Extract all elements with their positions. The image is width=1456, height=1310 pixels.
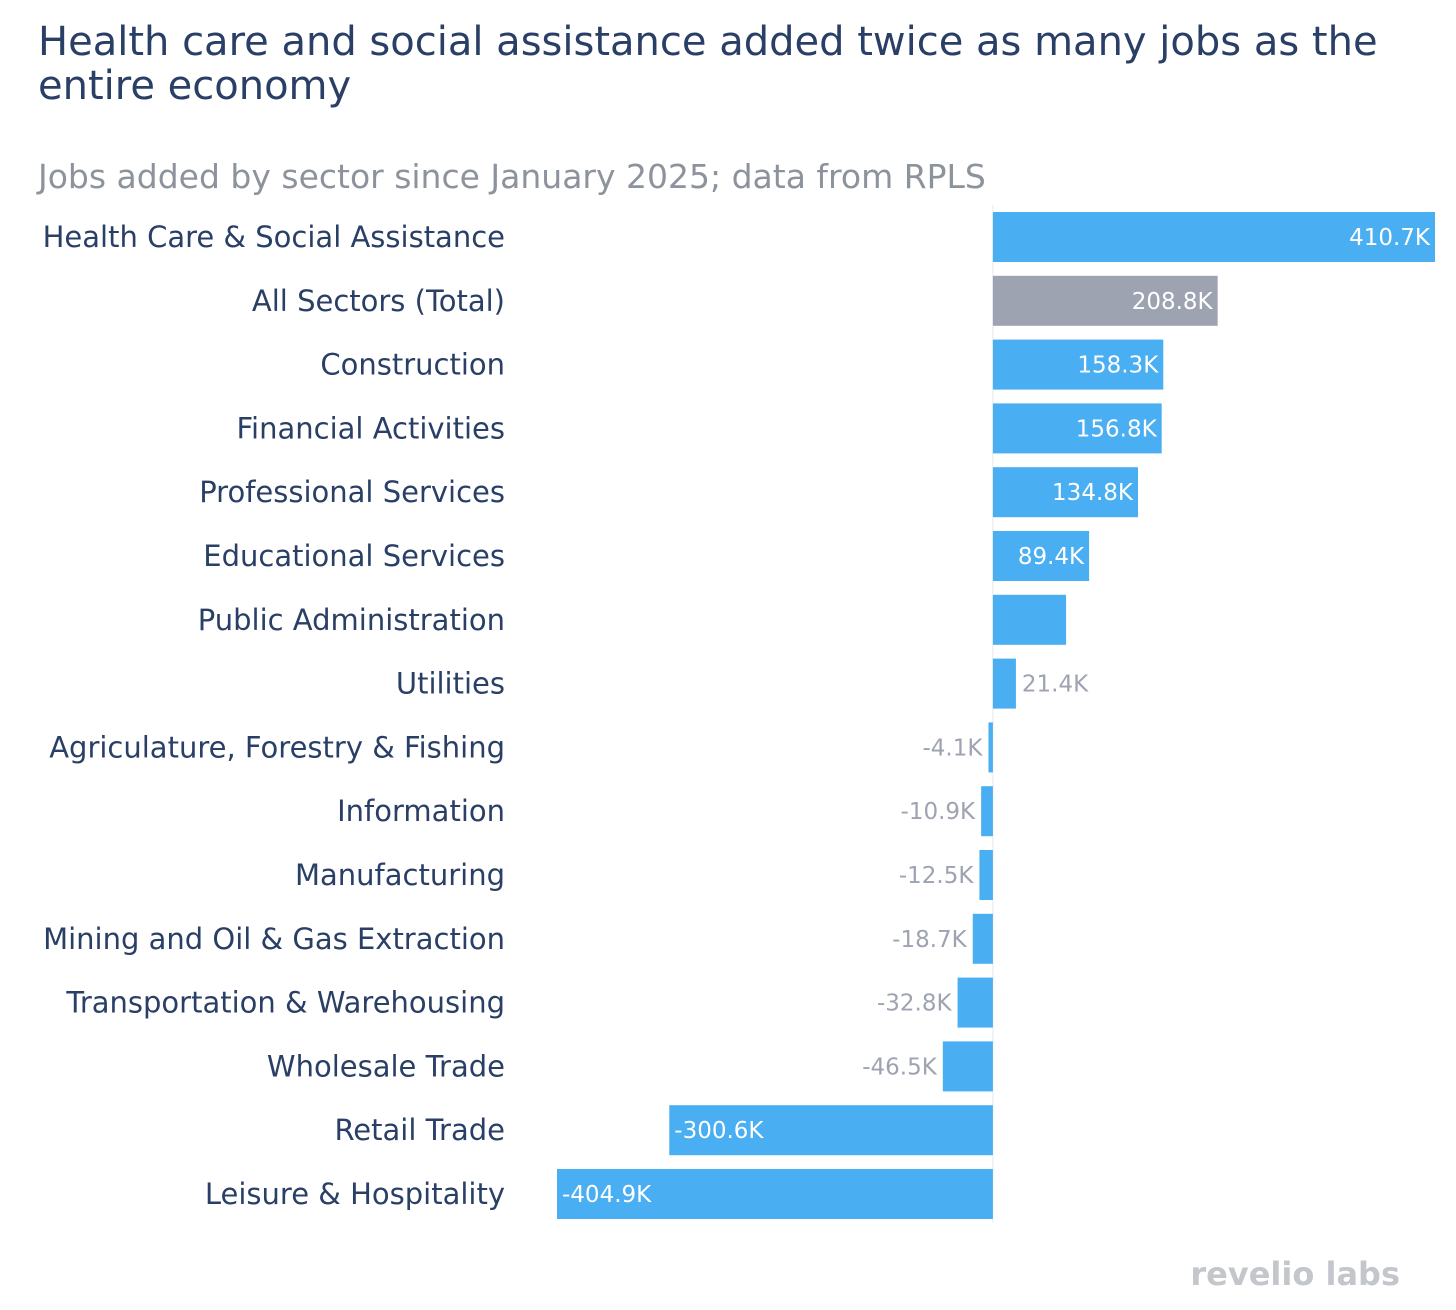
- bar: [992, 403, 1162, 454]
- category-label: Health Care & Social Assistance: [43, 220, 505, 254]
- value-label: -12.5K: [899, 863, 975, 889]
- bar: [981, 786, 993, 837]
- value-label: 410.7K: [1349, 225, 1431, 251]
- bar: [988, 722, 993, 773]
- category-label: Manufacturing: [295, 858, 505, 892]
- value-label: -18.7K: [892, 927, 968, 953]
- bar-chart: Health Care & Social Assistance 410.7K All…: [43, 205, 1435, 1222]
- bar: [992, 339, 1164, 390]
- value-label: 134.8K: [1052, 480, 1134, 506]
- value-label: 208.8K: [1132, 289, 1214, 315]
- category-label: Information: [337, 794, 505, 828]
- chart-title: Health care and social assistance added …: [38, 19, 1378, 109]
- value-label: -4.1K: [922, 735, 983, 761]
- category-label: Retail Trade: [334, 1113, 505, 1147]
- category-label: Financial Activities: [236, 411, 505, 445]
- bar: [942, 1041, 993, 1092]
- value-label: 21.4K: [1022, 672, 1089, 698]
- category-label: Mining and Oil & Gas Extraction: [43, 922, 505, 956]
- bar: [992, 467, 1138, 518]
- value-label: -32.8K: [877, 991, 953, 1017]
- value-label: -46.5K: [862, 1054, 938, 1080]
- value-label: -10.9K: [901, 799, 977, 825]
- bar: [979, 850, 993, 900]
- bar: [669, 1105, 993, 1156]
- category-label: Public Administration: [198, 603, 505, 637]
- category-label: Wholesale Trade: [267, 1049, 505, 1083]
- value-label: -300.6K: [674, 1118, 764, 1144]
- bar: [557, 1169, 993, 1219]
- value-label: 89.4K: [1018, 544, 1085, 570]
- category-label: Educational Services: [203, 539, 505, 573]
- bar: [957, 977, 993, 1028]
- chart-subtitle: Jobs added by sector since January 2025;…: [38, 157, 986, 196]
- category-label: Agriculature, Forestry & Fishing: [49, 730, 505, 764]
- bar: [992, 212, 1435, 262]
- category-label: Utilities: [396, 667, 505, 701]
- value-label: -404.9K: [562, 1182, 652, 1208]
- value-label: 158.3K: [1077, 353, 1159, 379]
- bar: [992, 531, 1090, 581]
- bar: [972, 913, 993, 964]
- category-label: Professional Services: [199, 475, 505, 509]
- category-label: All Sectors (Total): [252, 284, 505, 318]
- category-label: Leisure & Hospitality: [205, 1177, 505, 1211]
- category-label: Construction: [320, 348, 505, 382]
- category-label: Transportation & Warehousing: [65, 986, 505, 1020]
- value-label: 156.8K: [1076, 416, 1158, 442]
- bar: [992, 658, 1016, 709]
- revelio-labs-logo: revelio labs: [1190, 1255, 1400, 1293]
- bar: [992, 594, 1067, 645]
- bar: [992, 275, 1218, 326]
